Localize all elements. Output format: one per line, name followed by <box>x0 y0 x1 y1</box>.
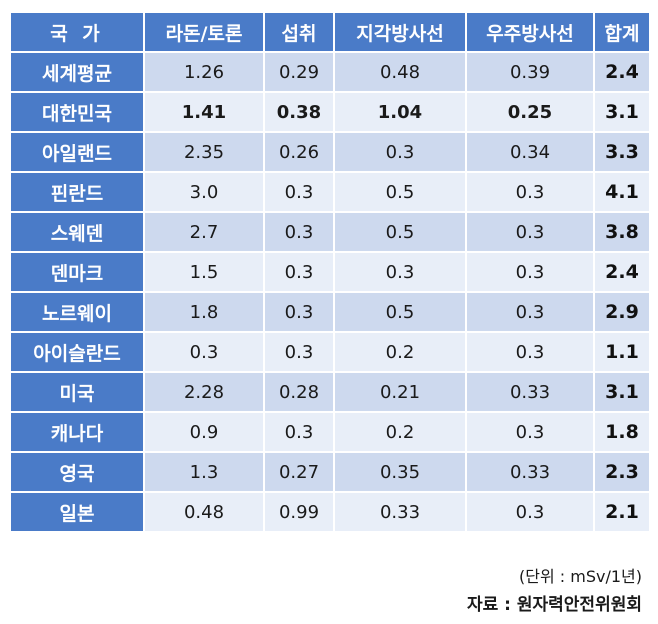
terrestrial-cell: 0.3 <box>333 251 467 293</box>
ingestion-cell: 0.99 <box>263 491 335 533</box>
cosmic-cell: 0.33 <box>465 451 595 493</box>
radon-thoron-cell: 0.9 <box>143 411 265 453</box>
cosmic-cell: 0.3 <box>465 291 595 333</box>
table-row: 영국 1.3 0.27 0.35 0.33 2.3 <box>9 451 651 493</box>
header-cosmic: 우주방사선 <box>465 11 595 53</box>
radon-thoron-cell: 0.3 <box>143 331 265 373</box>
unit-note: (단위 : mSv/1년) <box>519 567 642 586</box>
table-row: 아이슬란드 0.3 0.3 0.2 0.3 1.1 <box>9 331 651 373</box>
terrestrial-cell: 0.33 <box>333 491 467 533</box>
table-row: 핀란드 3.0 0.3 0.5 0.3 4.1 <box>9 171 651 213</box>
ingestion-cell: 0.3 <box>263 211 335 253</box>
cosmic-cell: 0.25 <box>465 91 595 133</box>
table-row: 세계평균 1.26 0.29 0.48 0.39 2.4 <box>9 51 651 93</box>
table-header-row: 국 가 라돈/토론 섭취 지각방사선 우주방사선 합계 <box>9 11 651 53</box>
country-cell: 노르웨이 <box>9 291 145 333</box>
radon-thoron-cell: 2.35 <box>143 131 265 173</box>
radon-thoron-cell: 0.48 <box>143 491 265 533</box>
country-cell: 아이슬란드 <box>9 331 145 373</box>
cosmic-cell: 0.33 <box>465 371 595 413</box>
header-total: 합계 <box>593 11 651 53</box>
table-row: 일본 0.48 0.99 0.33 0.3 2.1 <box>9 491 651 533</box>
table-row: 대한민국 1.41 0.38 1.04 0.25 3.1 <box>9 91 651 133</box>
table-row: 캐나다 0.9 0.3 0.2 0.3 1.8 <box>9 411 651 453</box>
ingestion-cell: 0.3 <box>263 171 335 213</box>
terrestrial-cell: 0.35 <box>333 451 467 493</box>
cosmic-cell: 0.3 <box>465 491 595 533</box>
cosmic-cell: 0.3 <box>465 211 595 253</box>
total-cell: 4.1 <box>593 171 651 213</box>
ingestion-cell: 0.3 <box>263 411 335 453</box>
ingestion-cell: 0.3 <box>263 291 335 333</box>
ingestion-cell: 0.38 <box>263 91 335 133</box>
terrestrial-cell: 0.2 <box>333 331 467 373</box>
header-country: 국 가 <box>9 11 145 53</box>
radon-thoron-cell: 2.7 <box>143 211 265 253</box>
header-terrestrial: 지각방사선 <box>333 11 467 53</box>
table-row: 스웨덴 2.7 0.3 0.5 0.3 3.8 <box>9 211 651 253</box>
terrestrial-cell: 0.5 <box>333 291 467 333</box>
ingestion-cell: 0.26 <box>263 131 335 173</box>
country-cell: 세계평균 <box>9 51 145 93</box>
radon-thoron-cell: 1.3 <box>143 451 265 493</box>
country-cell: 덴마크 <box>9 251 145 293</box>
ingestion-cell: 0.27 <box>263 451 335 493</box>
ingestion-cell: 0.29 <box>263 51 335 93</box>
country-cell: 핀란드 <box>9 171 145 213</box>
total-cell: 2.9 <box>593 291 651 333</box>
country-cell: 대한민국 <box>9 91 145 133</box>
total-cell: 1.1 <box>593 331 651 373</box>
cosmic-cell: 0.3 <box>465 411 595 453</box>
total-cell: 1.8 <box>593 411 651 453</box>
total-cell: 2.1 <box>593 491 651 533</box>
ingestion-cell: 0.3 <box>263 251 335 293</box>
total-cell: 3.8 <box>593 211 651 253</box>
total-cell: 3.3 <box>593 131 651 173</box>
header-ingestion: 섭취 <box>263 11 335 53</box>
radon-thoron-cell: 3.0 <box>143 171 265 213</box>
table-row: 노르웨이 1.8 0.3 0.5 0.3 2.9 <box>9 291 651 333</box>
radon-thoron-cell: 1.8 <box>143 291 265 333</box>
radon-thoron-cell: 1.26 <box>143 51 265 93</box>
cosmic-cell: 0.3 <box>465 331 595 373</box>
total-cell: 3.1 <box>593 91 651 133</box>
country-cell: 아일랜드 <box>9 131 145 173</box>
ingestion-cell: 0.28 <box>263 371 335 413</box>
total-cell: 3.1 <box>593 371 651 413</box>
cosmic-cell: 0.3 <box>465 171 595 213</box>
country-cell: 스웨덴 <box>9 211 145 253</box>
country-cell: 일본 <box>9 491 145 533</box>
radon-thoron-cell: 1.5 <box>143 251 265 293</box>
radon-thoron-cell: 2.28 <box>143 371 265 413</box>
table-row: 아일랜드 2.35 0.26 0.3 0.34 3.3 <box>9 131 651 173</box>
terrestrial-cell: 0.2 <box>333 411 467 453</box>
header-radon-thoron: 라돈/토론 <box>143 11 265 53</box>
terrestrial-cell: 0.21 <box>333 371 467 413</box>
total-cell: 2.3 <box>593 451 651 493</box>
source-note: 자료 : 원자력안전위원회 <box>466 595 642 615</box>
terrestrial-cell: 0.48 <box>333 51 467 93</box>
country-cell: 영국 <box>9 451 145 493</box>
terrestrial-cell: 0.3 <box>333 131 467 173</box>
total-cell: 2.4 <box>593 251 651 293</box>
ingestion-cell: 0.3 <box>263 331 335 373</box>
radiation-dose-table: 국 가 라돈/토론 섭취 지각방사선 우주방사선 합계 세계평균 1.26 0.29… <box>9 11 651 533</box>
table-row: 미국 2.28 0.28 0.21 0.33 3.1 <box>9 371 651 413</box>
cosmic-cell: 0.34 <box>465 131 595 173</box>
terrestrial-cell: 0.5 <box>333 171 467 213</box>
cosmic-cell: 0.39 <box>465 51 595 93</box>
table-row: 덴마크 1.5 0.3 0.3 0.3 2.4 <box>9 251 651 293</box>
total-cell: 2.4 <box>593 51 651 93</box>
country-cell: 미국 <box>9 371 145 413</box>
terrestrial-cell: 1.04 <box>333 91 467 133</box>
terrestrial-cell: 0.5 <box>333 211 467 253</box>
cosmic-cell: 0.3 <box>465 251 595 293</box>
radon-thoron-cell: 1.41 <box>143 91 265 133</box>
country-cell: 캐나다 <box>9 411 145 453</box>
